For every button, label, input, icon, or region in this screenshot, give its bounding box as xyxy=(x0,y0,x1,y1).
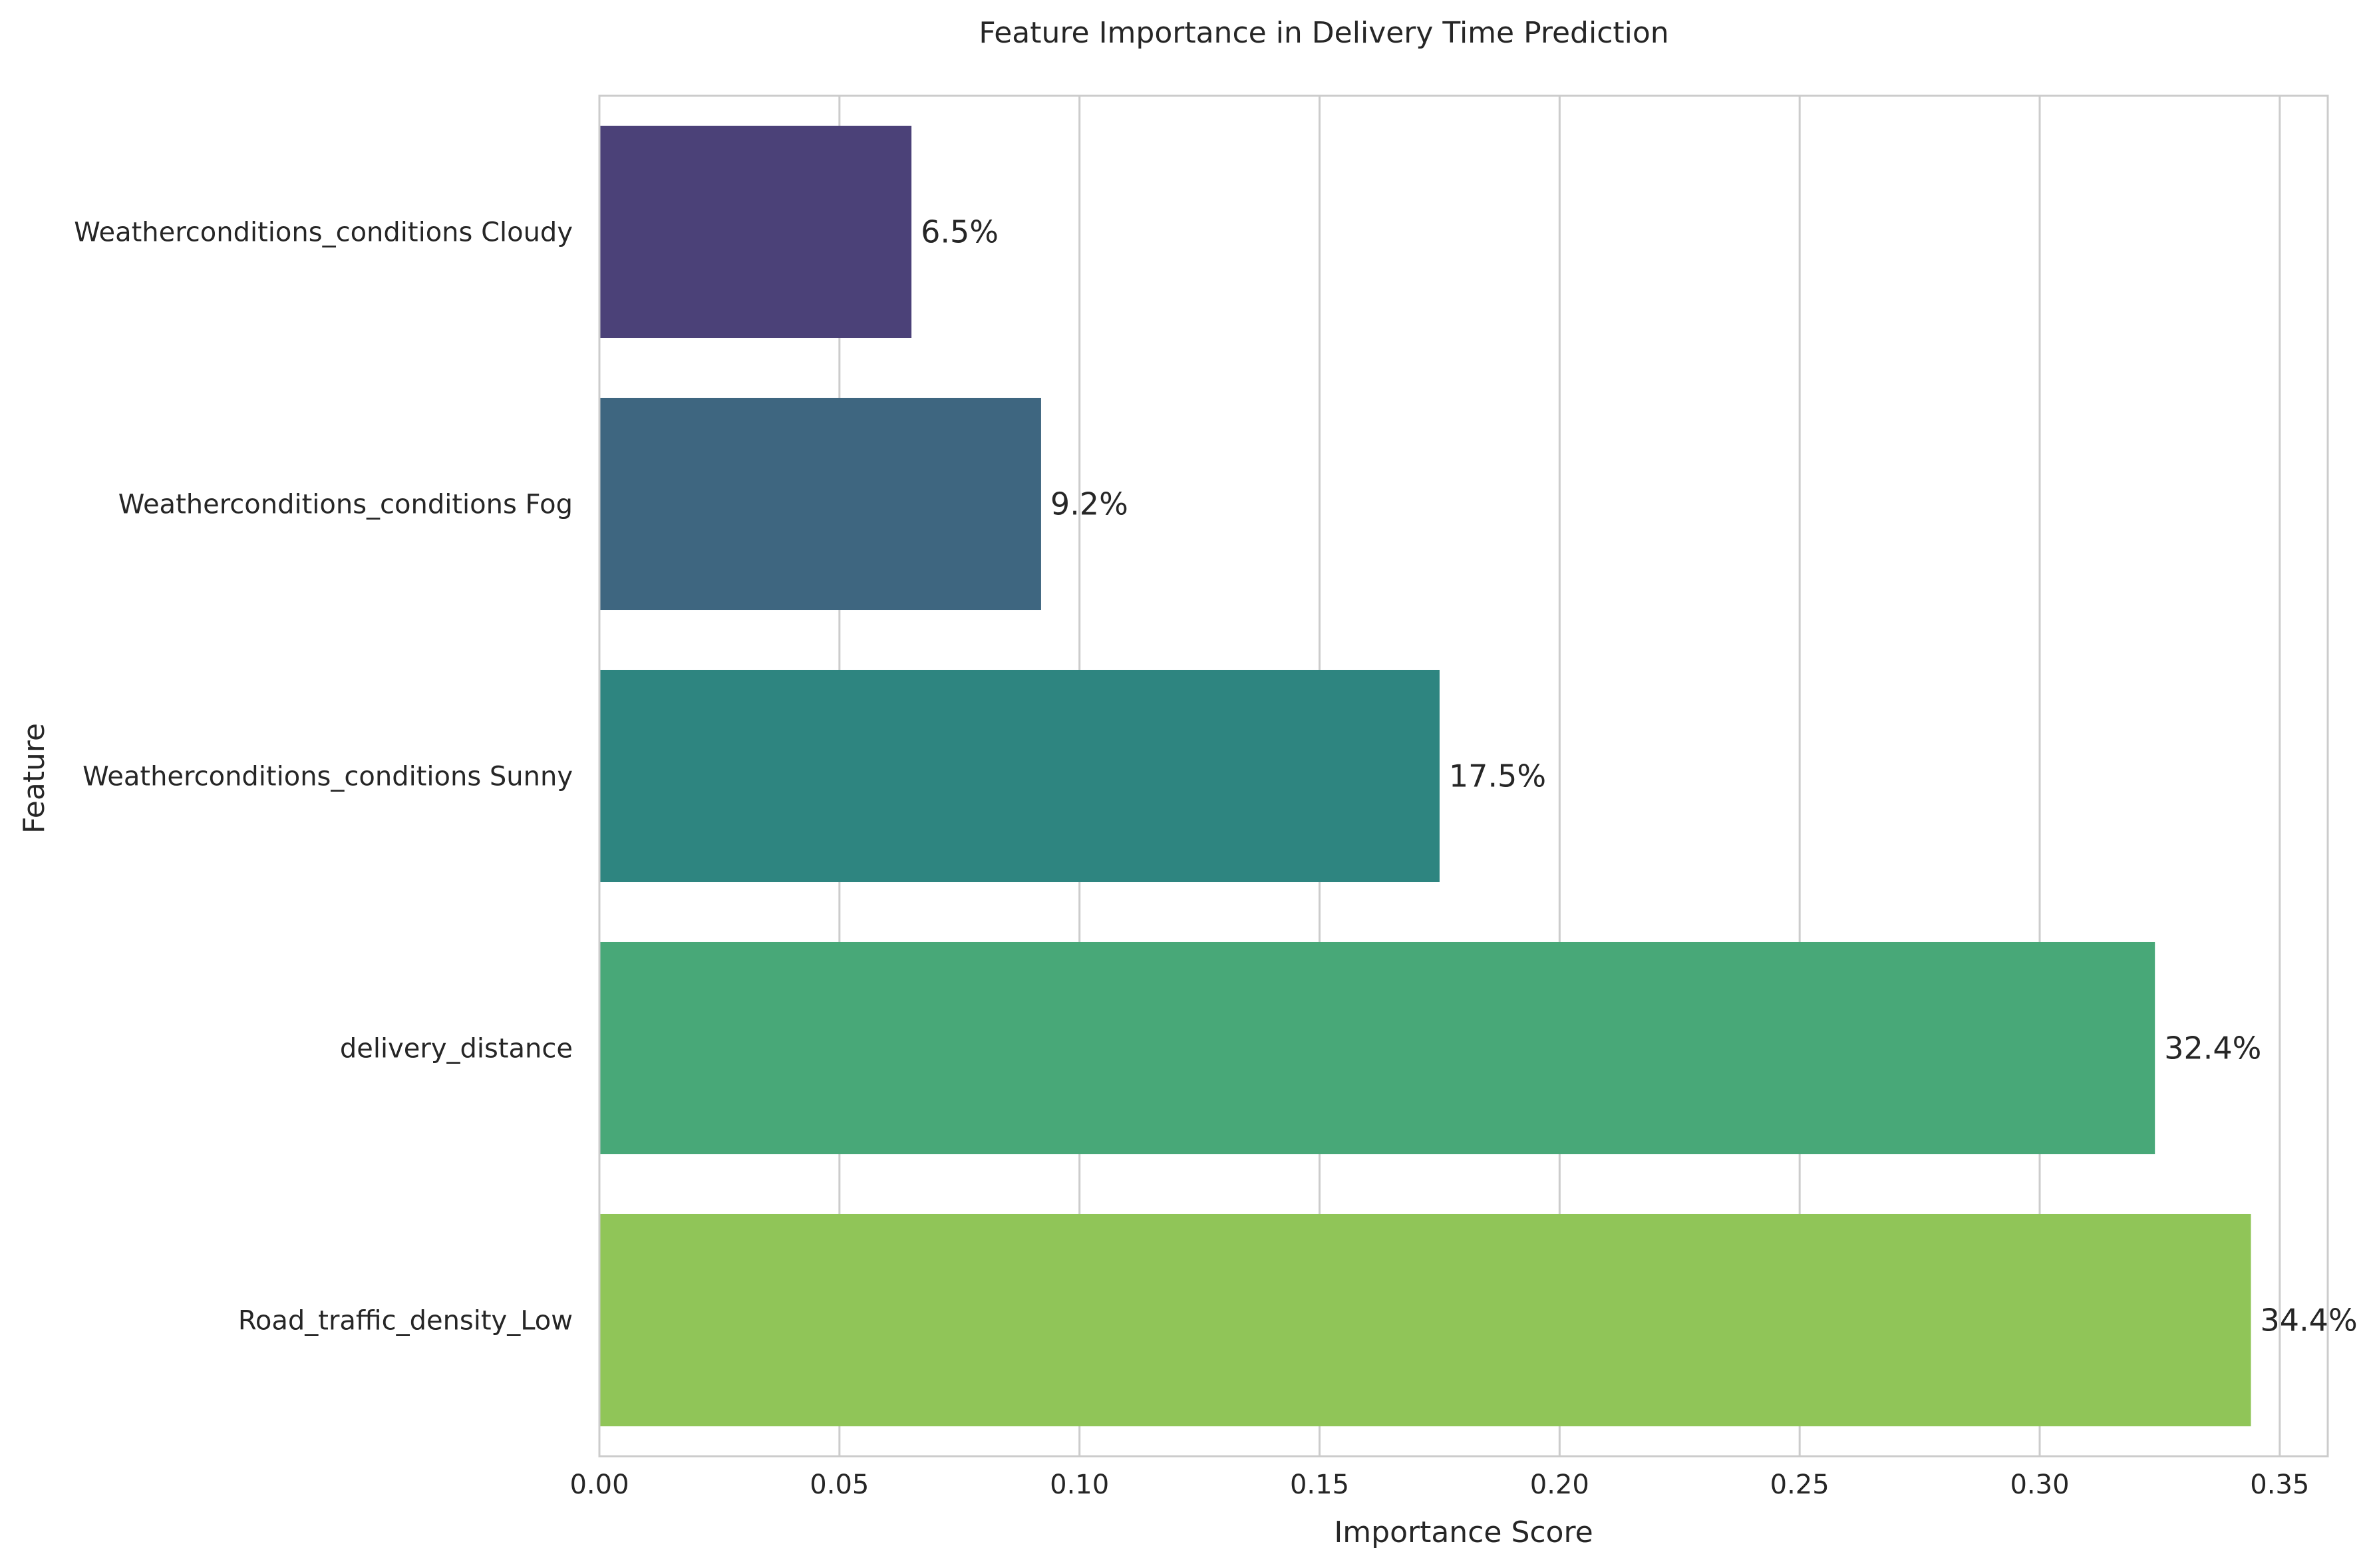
y-tick-labels: Weatherconditions_conditions Cloudy Weath… xyxy=(74,218,573,1336)
data-label: 6.5% xyxy=(921,214,999,250)
y-tick-label: Weatherconditions_conditions Cloudy xyxy=(74,218,573,248)
data-label: 9.2% xyxy=(1050,486,1128,522)
plot-frame xyxy=(598,94,2329,1458)
bars xyxy=(599,125,2251,1427)
bar xyxy=(599,1213,2251,1427)
data-label: 32.4% xyxy=(2164,1030,2261,1066)
x-tick-label: 0.20 xyxy=(1530,1470,1589,1500)
x-tick-label: 0.35 xyxy=(2250,1470,2309,1500)
x-tick-label: 0.25 xyxy=(1770,1470,1829,1500)
x-axis-label: Importance Score xyxy=(1334,1515,1593,1549)
bar xyxy=(599,941,2155,1155)
y-tick-label: Weatherconditions_conditions Sunny xyxy=(82,762,573,792)
x-tick-label: 0.15 xyxy=(1290,1470,1349,1500)
x-tick-label: 0.00 xyxy=(569,1470,629,1500)
x-tick-labels: 0.00 0.05 0.10 0.15 0.20 0.25 0.30 0.35 xyxy=(569,1470,2309,1500)
data-label: 34.4% xyxy=(2261,1303,2358,1338)
x-tick-label: 0.30 xyxy=(2010,1470,2069,1500)
y-tick-label: Road_traffic_density_Low xyxy=(238,1306,573,1336)
bar xyxy=(599,125,912,339)
y-tick-label: Weatherconditions_conditions Fog xyxy=(118,490,573,520)
x-tick-label: 0.05 xyxy=(810,1470,869,1500)
bar xyxy=(599,397,1041,611)
data-label: 17.5% xyxy=(1449,758,1546,794)
x-tick-label: 0.10 xyxy=(1050,1470,1109,1500)
bar xyxy=(599,669,1440,883)
chart-title: Feature Importance in Delivery Time Pred… xyxy=(979,16,1668,50)
y-tick-label: delivery_distance xyxy=(340,1034,573,1064)
y-axis-label: Feature xyxy=(17,723,51,834)
data-labels: 6.5% 9.2% 17.5% 32.4% 34.4% xyxy=(921,214,2358,1338)
